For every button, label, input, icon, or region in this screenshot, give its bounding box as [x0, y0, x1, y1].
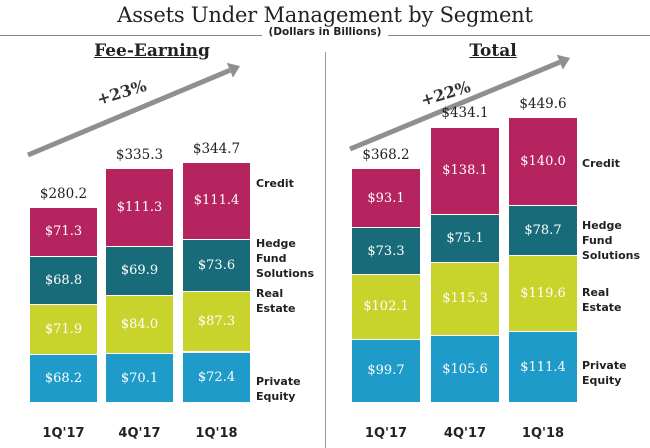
legend-entry-credit: Credit	[256, 177, 294, 190]
bar-segment-hedge-fund: $73.6	[183, 239, 250, 291]
panel-divider	[325, 52, 326, 448]
legend-entry-credit: Credit	[582, 157, 620, 170]
bar-total-label: $280.2	[39, 185, 88, 202]
title-rule-left	[0, 35, 262, 36]
bar-segment-real-estate: $71.9	[30, 304, 97, 355]
panel-title-total: Total	[469, 41, 517, 61]
growth-arrow-total-shaft	[349, 59, 561, 152]
bar-segment-private-equity: $68.2	[30, 354, 97, 402]
bar-segment-credit: $111.3	[106, 168, 173, 246]
bar-segment-hedge-fund: $78.7	[509, 205, 577, 256]
bar-segment-credit: $140.0	[509, 116, 577, 206]
bar-segment-credit: $138.1	[431, 126, 499, 215]
bar-segment-private-equity: $105.6	[431, 335, 499, 402]
title-rule-right	[388, 35, 650, 36]
x-tick-label: 1Q'17	[42, 426, 85, 441]
legend-entry-private-equity: Private Equity	[582, 359, 627, 387]
legend-entry-hedge-fund: Hedge Fund Solutions	[582, 219, 641, 262]
bar-segment-real-estate: $87.3	[183, 290, 250, 352]
x-tick-label: 4Q'17	[118, 426, 161, 441]
bar-segment-hedge-fund: $73.3	[352, 227, 420, 274]
x-tick-label: 1Q'17	[364, 426, 408, 441]
legend-entry-real-estate: Real Estate	[582, 286, 622, 314]
growth-arrow-total-head	[556, 54, 570, 70]
bar-segment-private-equity: $111.4	[509, 331, 577, 402]
bar-segment-hedge-fund: $68.8	[30, 256, 97, 305]
chart-title: Assets Under Management by Segment	[117, 3, 533, 27]
bar-total-label: $344.7	[192, 140, 241, 157]
bar-segment-private-equity: $70.1	[106, 353, 173, 402]
bar-segment-real-estate: $84.0	[106, 294, 173, 354]
x-tick-label: 1Q'18	[195, 426, 238, 441]
bar-segment-hedge-fund: $69.9	[106, 245, 173, 295]
bar-total-label: $449.6	[519, 95, 567, 112]
bar-segment-private-equity: $99.7	[352, 338, 420, 402]
growth-arrow-fee-earning-shaft	[27, 67, 231, 158]
legend-entry-hedge-fund: Hedge Fund Solutions	[256, 237, 315, 280]
bar-total-label: $335.3	[115, 147, 164, 164]
legend-entry-private-equity: Private Equity	[256, 375, 301, 403]
bar-segment-real-estate: $115.3	[431, 261, 499, 335]
bar-segment-credit: $111.4	[183, 161, 250, 240]
x-tick-label: 1Q'18	[521, 426, 565, 441]
bar-segment-private-equity: $72.4	[183, 351, 250, 402]
bar-segment-hedge-fund: $75.1	[431, 214, 499, 262]
panel-title-fee-earning: Fee-Earning	[94, 41, 210, 61]
bar-total-label: $434.1	[441, 105, 489, 122]
bar-total-label: $368.2	[362, 147, 410, 164]
x-tick-label: 4Q'17	[443, 426, 487, 441]
bar-segment-real-estate: $102.1	[352, 273, 420, 339]
bar-segment-credit: $71.3	[30, 206, 97, 257]
chart-subtitle: (Dollars in Billions)	[268, 26, 382, 38]
growth-arrow-fee-earning-head	[226, 62, 240, 78]
legend-entry-real-estate: Real Estate	[256, 287, 296, 315]
bar-segment-credit: $93.1	[352, 168, 420, 228]
bar-segment-real-estate: $119.6	[509, 255, 577, 332]
